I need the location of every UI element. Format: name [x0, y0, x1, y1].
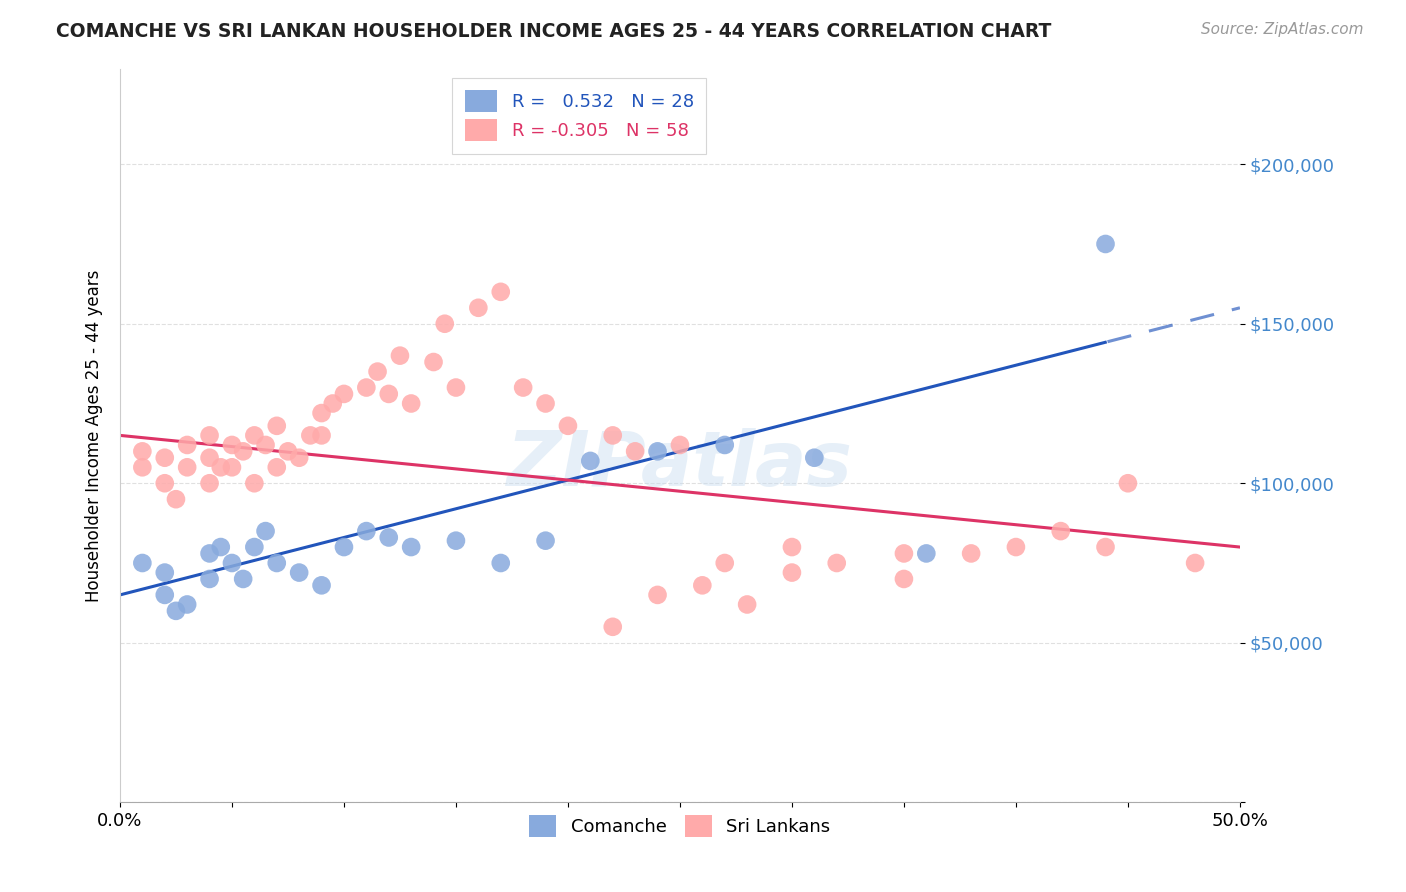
Point [1005, 540, 1028, 554]
Point [243, 476, 266, 491]
Point [165, 604, 187, 618]
Point [277, 444, 299, 458]
Point [1094, 237, 1116, 252]
Point [131, 460, 153, 475]
Point [399, 540, 422, 554]
Point [444, 533, 467, 548]
Point [266, 418, 288, 433]
Point [960, 546, 983, 560]
Point [534, 396, 557, 410]
Point [893, 572, 915, 586]
Point [153, 476, 176, 491]
Point [780, 540, 803, 554]
Point [221, 460, 243, 475]
Point [288, 566, 311, 580]
Point [165, 492, 187, 507]
Point [647, 444, 669, 458]
Point [153, 566, 176, 580]
Point [254, 438, 277, 452]
Point [713, 438, 735, 452]
Point [624, 444, 647, 458]
Point [209, 460, 232, 475]
Point [713, 556, 735, 570]
Point [299, 428, 322, 442]
Point [221, 556, 243, 570]
Point [153, 450, 176, 465]
Point [489, 556, 512, 570]
Point [1116, 476, 1139, 491]
Point [266, 556, 288, 570]
Point [433, 317, 456, 331]
Point [557, 418, 579, 433]
Point [232, 444, 254, 458]
Point [780, 566, 803, 580]
Point [333, 540, 356, 554]
Point [467, 301, 489, 315]
Point [198, 428, 221, 442]
Point [176, 598, 198, 612]
Point [198, 572, 221, 586]
Text: ZIPatlas: ZIPatlas [508, 428, 853, 501]
Point [1094, 540, 1116, 554]
Point [669, 438, 692, 452]
Point [333, 387, 356, 401]
Point [367, 365, 389, 379]
Point [377, 387, 399, 401]
Point [176, 460, 198, 475]
Point [266, 460, 288, 475]
Point [399, 396, 422, 410]
Point [444, 380, 467, 394]
Text: COMANCHE VS SRI LANKAN HOUSEHOLDER INCOME AGES 25 - 44 YEARS CORRELATION CHART: COMANCHE VS SRI LANKAN HOUSEHOLDER INCOM… [56, 22, 1052, 41]
Point [1049, 524, 1071, 538]
Point [232, 572, 254, 586]
Point [377, 531, 399, 545]
Point [198, 450, 221, 465]
Point [893, 546, 915, 560]
Y-axis label: Householder Income Ages 25 - 44 years: Householder Income Ages 25 - 44 years [86, 269, 103, 601]
Point [243, 540, 266, 554]
Point [356, 380, 378, 394]
Point [692, 578, 714, 592]
Point [534, 533, 557, 548]
Point [602, 620, 624, 634]
Point [647, 588, 669, 602]
Point [512, 380, 534, 394]
Point [198, 546, 221, 560]
Point [198, 476, 221, 491]
Point [422, 355, 444, 369]
Point [311, 428, 333, 442]
Point [915, 546, 938, 560]
Point [254, 524, 277, 538]
Point [1184, 556, 1206, 570]
Point [131, 444, 153, 458]
Point [288, 450, 311, 465]
Text: Source: ZipAtlas.com: Source: ZipAtlas.com [1201, 22, 1364, 37]
Point [579, 454, 602, 468]
Point [388, 349, 411, 363]
Point [131, 556, 153, 570]
Point [602, 428, 624, 442]
Point [176, 438, 198, 452]
Point [803, 450, 825, 465]
Point [735, 598, 758, 612]
Point [322, 396, 344, 410]
Point [311, 578, 333, 592]
Point [489, 285, 512, 299]
Point [221, 438, 243, 452]
Point [243, 428, 266, 442]
Point [825, 556, 848, 570]
Point [311, 406, 333, 420]
Point [153, 588, 176, 602]
Legend: Comanche, Sri Lankans: Comanche, Sri Lankans [522, 808, 838, 845]
Point [209, 540, 232, 554]
Point [356, 524, 378, 538]
